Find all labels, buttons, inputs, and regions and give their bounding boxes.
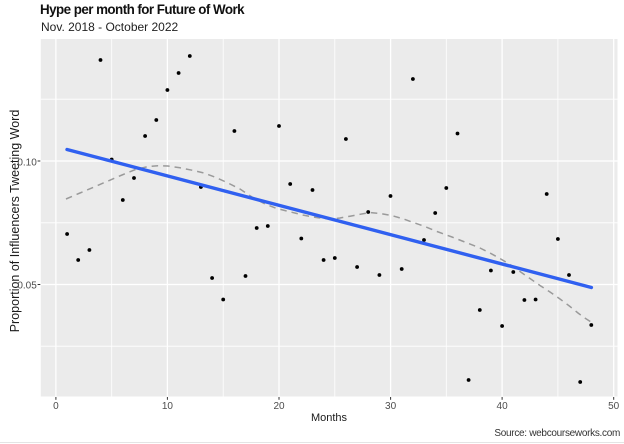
svg-text:40: 40 — [497, 401, 509, 412]
svg-text:0.10: 0.10 — [17, 157, 37, 168]
svg-text:20: 20 — [273, 401, 285, 412]
svg-text:0.05: 0.05 — [17, 280, 37, 291]
svg-text:10: 10 — [162, 401, 174, 412]
svg-text:30: 30 — [385, 401, 397, 412]
svg-text:0: 0 — [53, 401, 59, 412]
svg-text:50: 50 — [608, 401, 620, 412]
